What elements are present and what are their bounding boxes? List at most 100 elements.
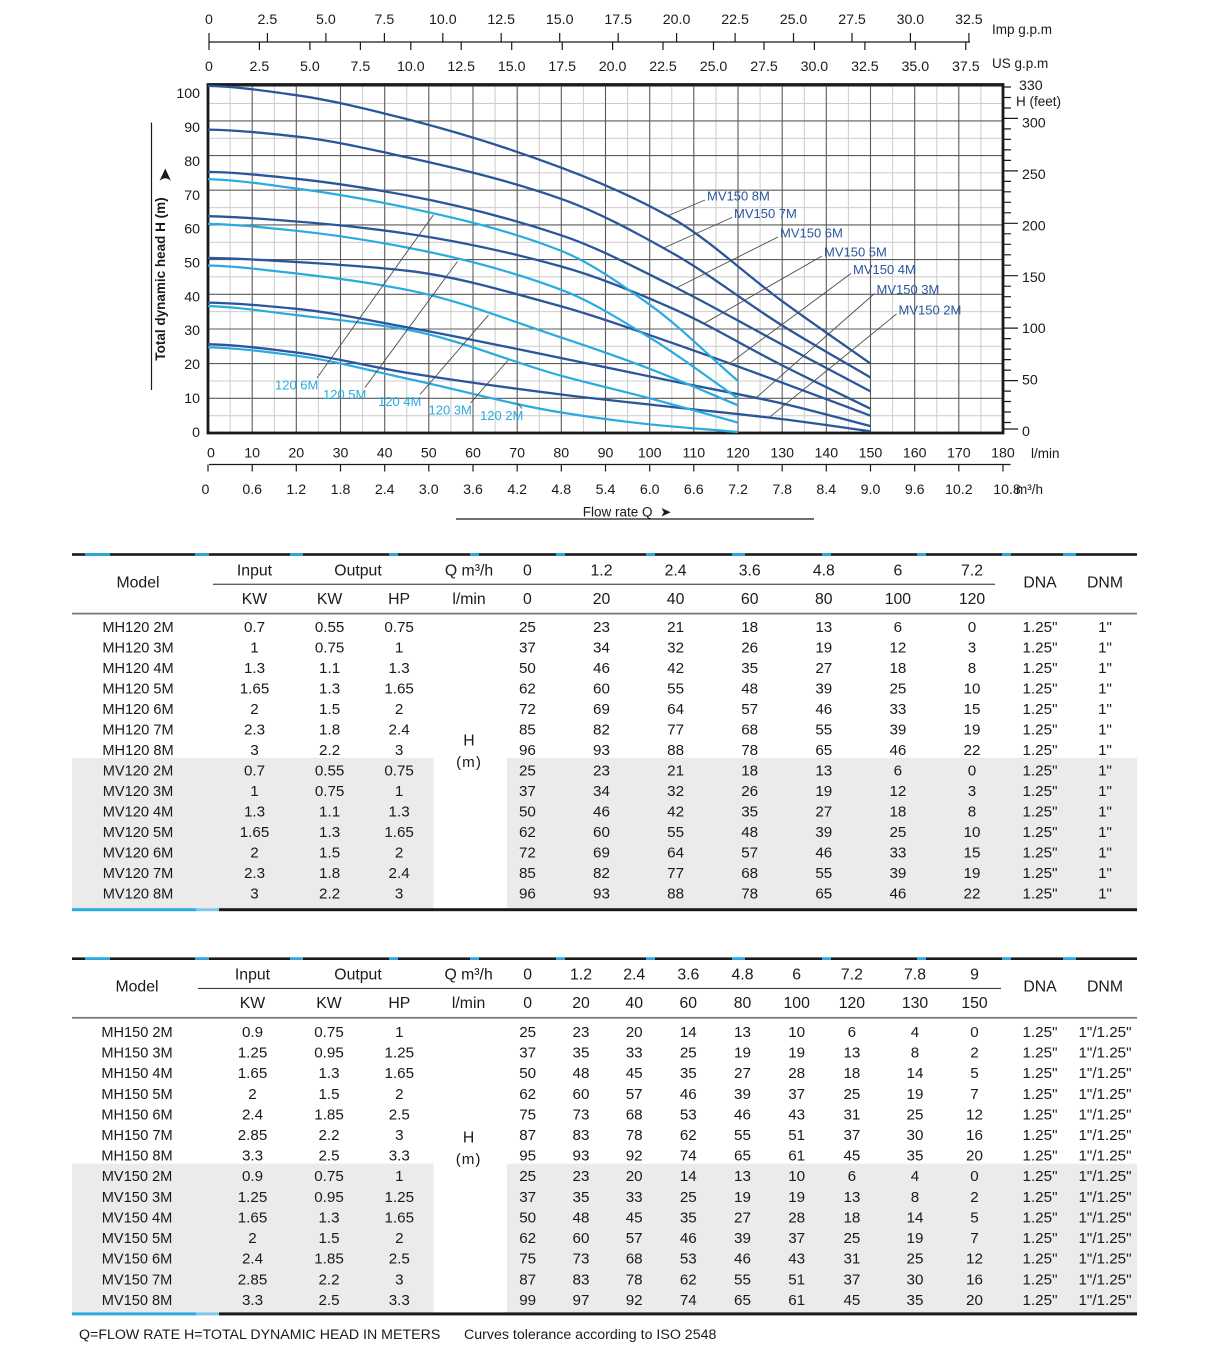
svg-text:43: 43 xyxy=(788,1106,805,1123)
svg-text:35.0: 35.0 xyxy=(901,59,929,75)
svg-text:1": 1" xyxy=(1098,619,1112,636)
svg-text:50: 50 xyxy=(519,660,536,677)
svg-text:73: 73 xyxy=(573,1106,590,1123)
svg-text:22: 22 xyxy=(964,742,981,759)
svg-text:70: 70 xyxy=(509,446,525,462)
svg-text:2.2: 2.2 xyxy=(319,885,340,902)
svg-text:64: 64 xyxy=(667,701,684,718)
svg-text:15.0: 15.0 xyxy=(498,59,526,75)
svg-text:10.0: 10.0 xyxy=(397,59,425,75)
svg-text:H: H xyxy=(463,1130,474,1147)
svg-text:50: 50 xyxy=(519,1210,536,1227)
svg-text:23: 23 xyxy=(573,1168,590,1185)
svg-text:25.0: 25.0 xyxy=(700,59,728,75)
svg-text:34: 34 xyxy=(593,783,610,800)
svg-text:1.1: 1.1 xyxy=(319,803,340,820)
svg-text:170: 170 xyxy=(947,446,971,462)
svg-text:69: 69 xyxy=(593,701,610,718)
svg-text:45: 45 xyxy=(626,1065,643,1082)
svg-text:60: 60 xyxy=(573,1086,590,1103)
svg-text:KW: KW xyxy=(317,591,343,608)
svg-text:3.6: 3.6 xyxy=(739,562,761,579)
svg-text:39: 39 xyxy=(815,680,832,697)
svg-text:40: 40 xyxy=(184,289,200,305)
svg-text:0.6: 0.6 xyxy=(242,482,262,498)
svg-text:3: 3 xyxy=(395,885,403,902)
svg-text:50: 50 xyxy=(1022,373,1038,389)
svg-text:20: 20 xyxy=(593,591,611,608)
svg-text:51: 51 xyxy=(788,1127,805,1144)
svg-text:70: 70 xyxy=(184,188,200,204)
svg-text:2.4: 2.4 xyxy=(242,1251,263,1268)
svg-text:85: 85 xyxy=(519,865,536,882)
svg-text:0: 0 xyxy=(1022,424,1030,440)
svg-text:130: 130 xyxy=(902,995,929,1012)
svg-text:82: 82 xyxy=(593,721,610,738)
svg-text:32: 32 xyxy=(667,783,684,800)
svg-text:140: 140 xyxy=(814,446,838,462)
svg-text:2.2: 2.2 xyxy=(318,1127,339,1144)
svg-text:1": 1" xyxy=(1098,742,1112,759)
svg-text:MV120 5M: MV120 5M xyxy=(103,825,174,841)
svg-text:20.0: 20.0 xyxy=(663,12,691,28)
svg-text:1.25": 1.25" xyxy=(1023,1024,1058,1041)
svg-text:9.0: 9.0 xyxy=(861,482,881,498)
svg-text:2: 2 xyxy=(395,1086,403,1103)
svg-text:18: 18 xyxy=(843,1210,860,1227)
svg-text:9: 9 xyxy=(970,967,979,984)
svg-text:19: 19 xyxy=(964,721,981,738)
svg-text:55: 55 xyxy=(667,824,684,841)
svg-text:77: 77 xyxy=(667,721,684,738)
svg-text:0.75: 0.75 xyxy=(384,762,414,779)
svg-text:3: 3 xyxy=(395,742,403,759)
svg-text:2.5: 2.5 xyxy=(250,59,270,75)
svg-text:MV150 5M: MV150 5M xyxy=(102,1231,173,1247)
svg-text:MH150 6M: MH150 6M xyxy=(101,1107,172,1123)
svg-text:1": 1" xyxy=(1098,660,1112,677)
svg-text:90: 90 xyxy=(184,120,200,136)
svg-text:19: 19 xyxy=(907,1086,924,1103)
svg-text:10: 10 xyxy=(964,824,981,841)
svg-text:30: 30 xyxy=(907,1271,924,1288)
svg-text:MV120 6M: MV120 6M xyxy=(103,845,174,861)
svg-text:l/min: l/min xyxy=(1031,446,1060,461)
svg-text:96: 96 xyxy=(519,742,536,759)
svg-text:1.3: 1.3 xyxy=(244,803,265,820)
svg-text:80: 80 xyxy=(184,154,200,170)
svg-text:1.25": 1.25" xyxy=(1023,742,1058,759)
svg-text:1.25: 1.25 xyxy=(385,1045,415,1062)
svg-text:Q m³/h: Q m³/h xyxy=(445,562,493,579)
svg-text:7.2: 7.2 xyxy=(841,967,863,984)
svg-text:62: 62 xyxy=(519,824,536,841)
svg-text:8: 8 xyxy=(968,660,976,677)
svg-text:40: 40 xyxy=(625,995,643,1012)
svg-text:2.3: 2.3 xyxy=(244,865,265,882)
svg-text:1.3: 1.3 xyxy=(319,680,340,697)
svg-text:19: 19 xyxy=(964,865,981,882)
svg-text:0.7: 0.7 xyxy=(244,619,265,636)
svg-text:6.0: 6.0 xyxy=(640,482,660,498)
svg-text:20: 20 xyxy=(966,1292,983,1309)
svg-text:68: 68 xyxy=(626,1251,643,1268)
svg-text:27: 27 xyxy=(815,660,832,677)
svg-text:21: 21 xyxy=(667,762,684,779)
svg-text:30: 30 xyxy=(333,446,349,462)
svg-text:KW: KW xyxy=(240,995,266,1012)
svg-text:120 3M: 120 3M xyxy=(429,403,472,418)
svg-text:19: 19 xyxy=(788,1045,805,1062)
svg-text:3.3: 3.3 xyxy=(242,1292,263,1309)
svg-text:53: 53 xyxy=(680,1106,697,1123)
svg-text:61: 61 xyxy=(788,1148,805,1165)
svg-text:30.0: 30.0 xyxy=(897,12,925,28)
svg-text:20: 20 xyxy=(184,357,200,373)
svg-text:1.25": 1.25" xyxy=(1023,1168,1058,1185)
svg-text:1.85: 1.85 xyxy=(314,1251,344,1268)
svg-text:1.8: 1.8 xyxy=(319,721,340,738)
svg-text:1.25: 1.25 xyxy=(238,1189,268,1206)
svg-text:1": 1" xyxy=(1098,803,1112,820)
svg-text:55: 55 xyxy=(815,721,832,738)
svg-text:92: 92 xyxy=(626,1148,643,1165)
svg-text:1.25": 1.25" xyxy=(1023,680,1058,697)
svg-text:93: 93 xyxy=(573,1148,590,1165)
svg-text:28: 28 xyxy=(788,1210,805,1227)
